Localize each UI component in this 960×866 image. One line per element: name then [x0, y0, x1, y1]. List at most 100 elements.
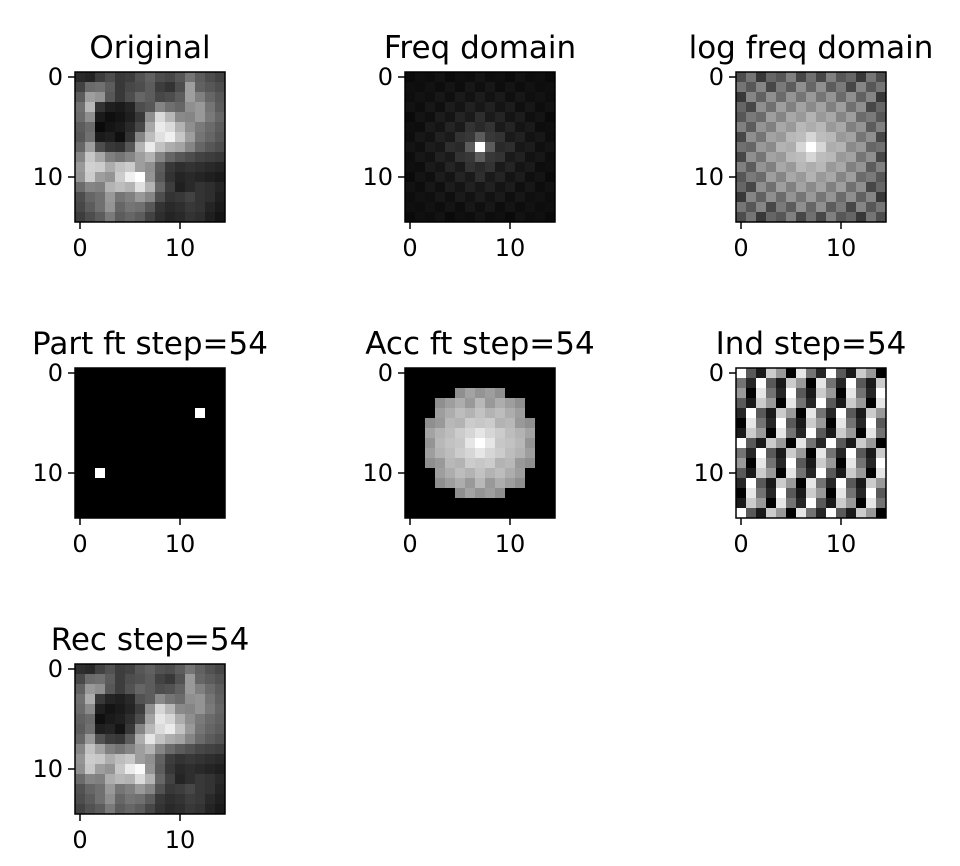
- pixel-cell: [776, 508, 787, 519]
- pixel-cell: [75, 388, 86, 399]
- pixel-cell: [515, 478, 526, 489]
- pixel-cell: [405, 478, 416, 489]
- pixel-cell: [215, 378, 226, 389]
- pixel-cell: [445, 102, 456, 113]
- pixel-cell: [445, 202, 456, 213]
- pixel-cell: [165, 142, 176, 153]
- pixel-cell: [425, 72, 436, 83]
- pixel-cell: [445, 378, 456, 389]
- pixel-cell: [185, 92, 196, 103]
- pixel-cell: [766, 182, 777, 193]
- pixel-cell: [435, 368, 446, 379]
- pixel-cell: [175, 418, 186, 429]
- panel-title: Acc ft step=54: [365, 326, 594, 362]
- pixel-cell: [836, 92, 847, 103]
- pixel-cell: [826, 368, 837, 379]
- pixel-cell: [505, 162, 516, 173]
- pixel-cell: [535, 388, 546, 399]
- pixel-cell: [776, 172, 787, 183]
- pixel-cell: [736, 212, 747, 223]
- pixel-cell: [215, 102, 226, 113]
- pixel-cell: [435, 478, 446, 489]
- pixel-cell: [85, 498, 96, 509]
- pixel-cell: [125, 784, 136, 795]
- pixel-cell: [185, 378, 196, 389]
- pixel-cell: [856, 428, 867, 439]
- pixel-cell: [215, 784, 226, 795]
- pixel-cell: [125, 508, 136, 519]
- pixel-cell: [425, 132, 436, 143]
- pixel-cell: [85, 388, 96, 399]
- pixel-cell: [495, 122, 506, 133]
- pixel-cell: [425, 122, 436, 133]
- pixel-cell: [796, 152, 807, 163]
- pixel-cell: [125, 448, 136, 459]
- pixel-cell: [175, 368, 186, 379]
- pixel-cell: [826, 152, 837, 163]
- pixel-cell: [485, 408, 496, 419]
- pixel-cell: [425, 448, 436, 459]
- pixel-cell: [515, 428, 526, 439]
- pixel-cell: [75, 458, 86, 469]
- pixel-cell: [535, 142, 546, 153]
- pixel-cell: [876, 82, 887, 93]
- pixel-cell: [796, 378, 807, 389]
- pixel-cell: [876, 508, 887, 519]
- pixel-cell: [435, 132, 446, 143]
- pixel-cell: [826, 438, 837, 449]
- y-tick-label: 0: [48, 359, 63, 387]
- pixel-cell: [155, 764, 166, 775]
- pixel-cell: [786, 142, 797, 153]
- pixel-cell: [125, 774, 136, 785]
- pixel-cell: [535, 162, 546, 173]
- pixel-cell: [135, 408, 146, 419]
- pixel-cell: [485, 368, 496, 379]
- pixel-cell: [796, 418, 807, 429]
- pixel-cell: [746, 468, 757, 479]
- pixel-cell: [445, 162, 456, 173]
- pixel-cell: [415, 408, 426, 419]
- pixel-cell: [756, 378, 767, 389]
- pixel-cell: [766, 72, 777, 83]
- pixel-cell: [836, 122, 847, 133]
- pixel-cell: [776, 378, 787, 389]
- pixel-cell: [155, 182, 166, 193]
- pixel-cell: [405, 72, 416, 83]
- pixel-cell: [85, 724, 96, 735]
- pixel-cell: [105, 418, 116, 429]
- pixel-cell: [505, 182, 516, 193]
- pixel-cell: [105, 468, 116, 479]
- pixel-cell: [776, 368, 787, 379]
- pixel-cell: [535, 418, 546, 429]
- pixel-cell: [205, 82, 216, 93]
- pixel-cell: [866, 428, 877, 439]
- pixel-cell: [75, 142, 86, 153]
- pixel-cell: [485, 478, 496, 489]
- pixel-cell: [135, 428, 146, 439]
- pixel-cell: [125, 714, 136, 725]
- pixel-cell: [75, 774, 86, 785]
- pixel-cell: [105, 182, 116, 193]
- pixel-cell: [185, 734, 196, 745]
- pixel-cell: [205, 724, 216, 735]
- pixel-cell: [746, 508, 757, 519]
- pixel-cell: [125, 488, 136, 499]
- pixel-cell: [95, 212, 106, 223]
- pixel-cell: [736, 448, 747, 459]
- panel-title: Freq domain: [384, 30, 576, 66]
- pixel-cell: [75, 764, 86, 775]
- pixel-cell: [145, 428, 156, 439]
- pixel-cell: [165, 694, 176, 705]
- pixel-cell: [105, 368, 116, 379]
- pixel-cell: [405, 182, 416, 193]
- pixel-cell: [455, 468, 466, 479]
- pixel-cell: [826, 478, 837, 489]
- pixel-cell: [455, 478, 466, 489]
- pixel-cell: [415, 448, 426, 459]
- pixel-cell: [836, 112, 847, 123]
- pixel-cell: [545, 172, 556, 183]
- pixel-cell: [105, 408, 116, 419]
- pixel-cell: [756, 388, 767, 399]
- pixel-cell: [495, 192, 506, 203]
- pixel-cell: [495, 478, 506, 489]
